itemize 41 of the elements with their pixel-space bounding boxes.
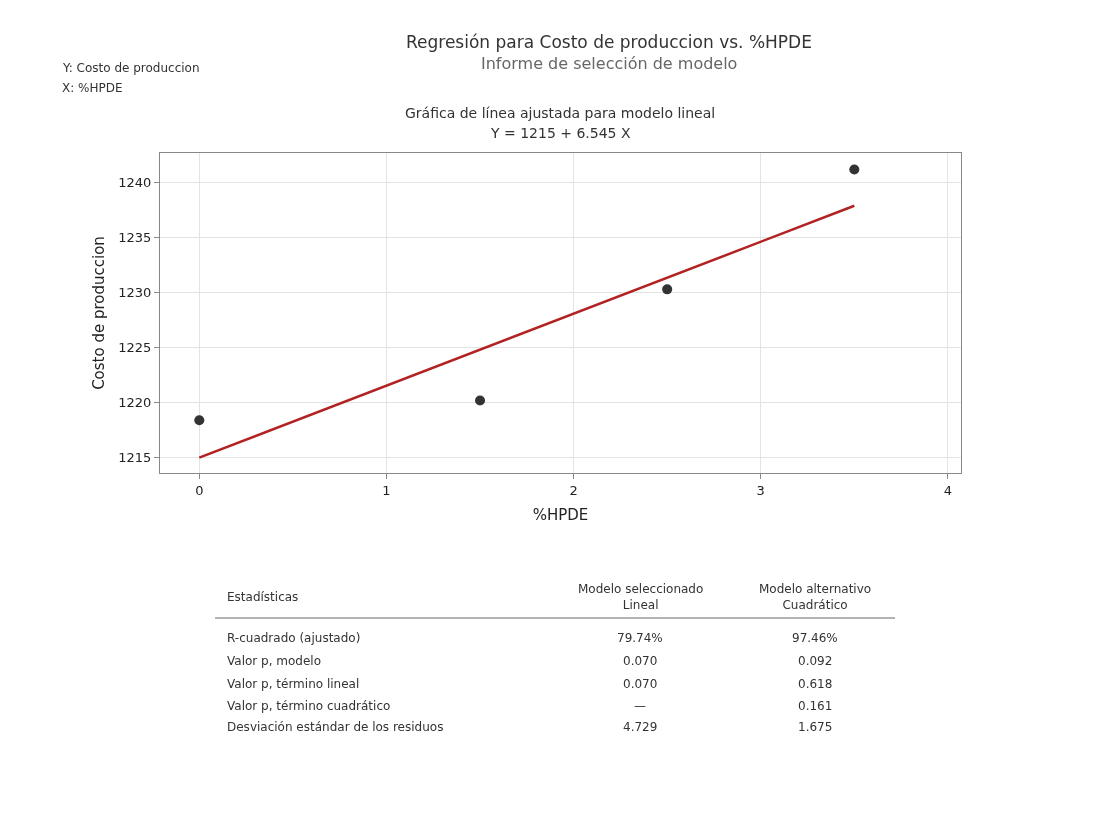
y-tick-label: 1240: [118, 175, 152, 191]
text: —: [634, 699, 646, 713]
text: 0.161: [798, 699, 833, 713]
text: 97.46%: [792, 631, 838, 645]
x-tick-label: 0: [195, 482, 204, 498]
chart-title: Regresión para Costo de produccion vs. %HPDE: [406, 32, 812, 52]
point: [475, 395, 486, 406]
y-tick-label: 1230: [118, 285, 152, 301]
y-tick-label: 1225: [118, 340, 152, 356]
text: Modelo alternativo Cuadrático: [759, 582, 872, 612]
text: Valor p, término cuadrático: [227, 699, 391, 713]
x-axis-title: %HPDE: [532, 505, 589, 524]
x-tick-label: 4: [943, 482, 953, 498]
text: Y = 1215 + 6.545 X: [490, 125, 631, 141]
text: R-cuadrado (ajustado): [227, 631, 361, 645]
text: 0.070: [623, 677, 658, 691]
text: 4.729: [623, 720, 658, 734]
text: Modelo seleccionado Lineal: [578, 582, 704, 612]
x-tick-label: 1: [382, 482, 391, 498]
x-tick-label: 2: [569, 482, 578, 498]
point: [662, 284, 673, 295]
chart-subtitle: Informe de selección de modelo: [481, 54, 738, 73]
text: 0.070: [623, 654, 658, 668]
text: Estadísticas: [227, 590, 299, 604]
text: 1.675: [798, 720, 833, 734]
y-tick-label: 1220: [118, 395, 152, 411]
text: 79.74%: [617, 631, 663, 645]
text: Y: Costo de produccion: [62, 61, 200, 75]
y-axis-title: Costo de produccion: [89, 236, 108, 390]
text: Desviación estándar de los residuos: [227, 720, 444, 734]
y-tick-label: 1235: [118, 230, 152, 246]
point: [849, 164, 860, 175]
text: Valor p, término lineal: [227, 677, 360, 691]
text: 0.092: [798, 654, 833, 668]
y-tick-label: 1215: [118, 450, 152, 466]
text: 0.618: [798, 677, 833, 691]
text: Gráfica de línea ajustada para modelo lineal: [405, 105, 716, 121]
point: [194, 415, 205, 426]
text: X: %HPDE: [62, 81, 123, 95]
x-tick-label: 3: [756, 482, 765, 498]
text: Valor p, modelo: [227, 654, 322, 668]
